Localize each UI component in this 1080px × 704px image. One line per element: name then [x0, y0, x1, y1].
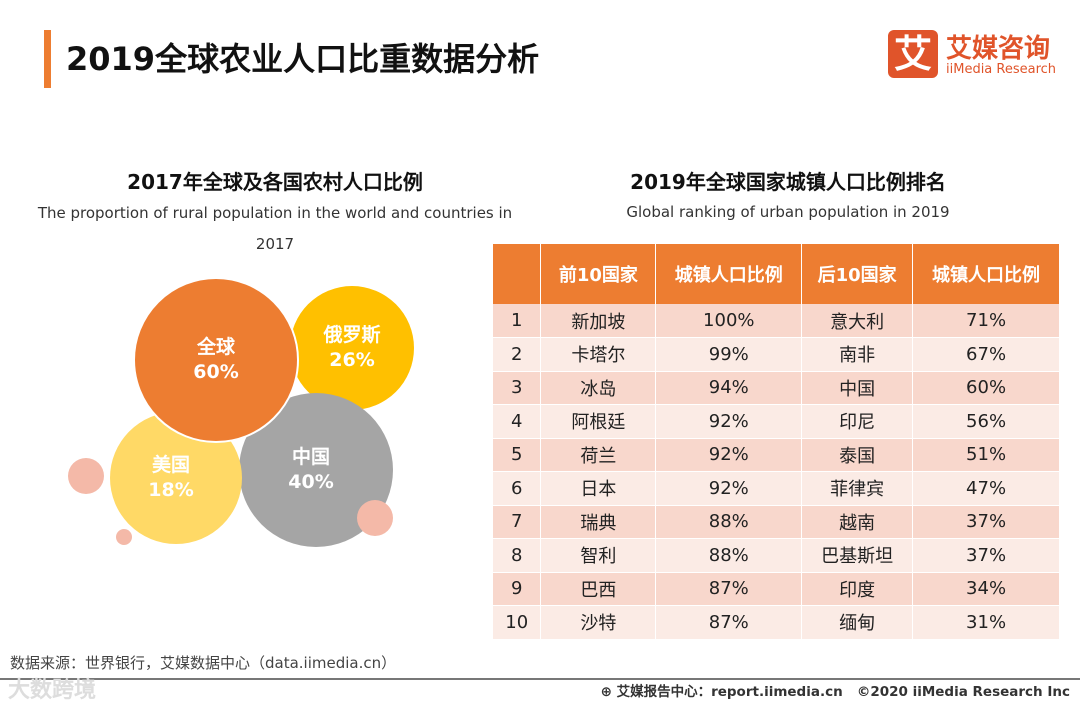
table-cell: 巴西: [540, 572, 657, 606]
column-header: 城镇人口比例: [912, 244, 1060, 304]
table-cell: 100%: [655, 304, 803, 338]
table-row: 10 沙特 87% 缅甸 31%: [493, 605, 1060, 640]
column-header: 城镇人口比例: [655, 244, 803, 304]
table-cell: 56%: [912, 404, 1060, 439]
table-cell: 2: [493, 337, 542, 372]
table-cell: 智利: [540, 538, 657, 573]
table-cell: 1: [493, 304, 542, 338]
table-cell: 31%: [912, 605, 1060, 640]
page-title: 2019全球农业人口比重数据分析: [66, 40, 540, 78]
bubble-value: 60%: [193, 361, 239, 383]
right-title-en: Global ranking of urban population in 20…: [626, 203, 950, 221]
table-cell: 意大利: [801, 304, 914, 338]
table-cell: 越南: [801, 505, 914, 539]
table-cell: 99%: [655, 337, 803, 372]
table-cell: 日本: [540, 471, 657, 506]
bubble-russia: 俄罗斯 26%: [290, 286, 414, 410]
bubble-label: 全球: [196, 336, 235, 358]
copyright: ©2020 iiMedia Research Inc: [856, 684, 1070, 700]
table-cell: 缅甸: [801, 605, 914, 640]
table-cell: 94%: [655, 371, 803, 405]
right-title-cn: 2019年全球国家城镇人口比例排名: [630, 170, 946, 194]
table-cell: 新加坡: [540, 304, 657, 338]
table-cell: 巴基斯坦: [801, 538, 914, 573]
table-cell: 37%: [912, 538, 1060, 573]
table-cell: 92%: [655, 471, 803, 506]
table-cell: 瑞典: [540, 505, 657, 539]
table-cell: 34%: [912, 572, 1060, 606]
table-cell: 印度: [801, 572, 914, 606]
table-cell: 88%: [655, 505, 803, 539]
bubble-global: 全球 60%: [133, 277, 299, 443]
footer-divider: [0, 678, 1080, 680]
decor-circle: [357, 500, 393, 536]
bubble-label: 俄罗斯: [323, 324, 381, 346]
left-title-en: The proportion of rural population in th…: [37, 204, 513, 253]
data-source: 数据来源：世界银行，艾媒数据中心（data.iimedia.cn）: [10, 654, 397, 672]
decor-circle: [68, 458, 104, 494]
table-row: 4 阿根廷 92% 印尼 56%: [493, 404, 1060, 439]
table-cell: 88%: [655, 538, 803, 573]
table-row: 6 日本 92% 菲律宾 47%: [493, 471, 1060, 506]
table-cell: 60%: [912, 371, 1060, 405]
table-cell: 87%: [655, 572, 803, 606]
table-cell: 5: [493, 438, 542, 472]
bubble-value: 18%: [148, 479, 194, 501]
table-cell: 47%: [912, 471, 1060, 506]
column-header: 前10国家: [540, 244, 657, 304]
table-cell: 37%: [912, 505, 1060, 539]
table-header: 前10国家 城镇人口比例 后10国家 城镇人口比例: [493, 244, 1060, 304]
column-header: [493, 244, 542, 304]
table-row: 7 瑞典 88% 越南 37%: [493, 505, 1060, 539]
table-cell: 87%: [655, 605, 803, 640]
table-cell: 阿根廷: [540, 404, 657, 439]
table-cell: 8: [493, 538, 542, 573]
left-title-cn: 2017年全球及各国农村人口比例: [127, 170, 423, 194]
table-cell: 7: [493, 505, 542, 539]
table-cell: 4: [493, 404, 542, 439]
logo-mark: 艾: [888, 30, 938, 78]
table-cell: 泰国: [801, 438, 914, 472]
bubble-value: 40%: [288, 471, 334, 493]
table-row: 8 智利 88% 巴基斯坦 37%: [493, 538, 1060, 573]
table-cell: 卡塔尔: [540, 337, 657, 372]
column-header: 后10国家: [801, 244, 914, 304]
logo-text-en: iiMedia Research: [946, 62, 1057, 77]
table-cell: 71%: [912, 304, 1060, 338]
table-cell: 51%: [912, 438, 1060, 472]
globe-icon: ⊕: [600, 684, 617, 700]
footer-credits: ⊕ 艾媒报告中心：report.iimedia.cn ©2020 iiMedia…: [601, 680, 1070, 700]
table-cell: 荷兰: [540, 438, 657, 472]
table-cell: 印尼: [801, 404, 914, 439]
table-cell: 中国: [801, 371, 914, 405]
logo-text-cn: 艾媒咨询: [946, 34, 1051, 64]
decor-circle: [116, 529, 132, 545]
urban-ranking-table: 前10国家 城镇人口比例 后10国家 城镇人口比例 1 新加坡 100% 意大利 71% 2 卡塔…: [493, 244, 1060, 640]
table-cell: 67%: [912, 337, 1060, 372]
table-row: 3 冰岛 94% 中国 60%: [493, 371, 1060, 405]
table-cell: 冰岛: [540, 371, 657, 405]
bubble-value: 26%: [329, 349, 375, 371]
table-cell: 菲律宾: [801, 471, 914, 506]
bubble-label: 中国: [291, 446, 330, 468]
table-cell: 92%: [655, 438, 803, 472]
table-cell: 92%: [655, 404, 803, 439]
watermark: 大数跨境: [8, 678, 97, 703]
table-row: 1 新加坡 100% 意大利 71%: [493, 304, 1060, 338]
table-row: 9 巴西 87% 印度 34%: [493, 572, 1060, 606]
title-accent-bar: [44, 30, 51, 88]
report-link[interactable]: 艾媒报告中心：report.iimedia.cn: [616, 684, 843, 700]
table-cell: 9: [493, 572, 542, 606]
table-row: 5 荷兰 92% 泰国 51%: [493, 438, 1060, 472]
table-cell: 10: [493, 605, 542, 640]
bubble-label: 美国: [151, 454, 190, 476]
table-cell: 南非: [801, 337, 914, 372]
table-cell: 沙特: [540, 605, 657, 640]
table-cell: 3: [493, 371, 542, 405]
table-cell: 6: [493, 471, 542, 506]
table-row: 2 卡塔尔 99% 南非 67%: [493, 337, 1060, 372]
